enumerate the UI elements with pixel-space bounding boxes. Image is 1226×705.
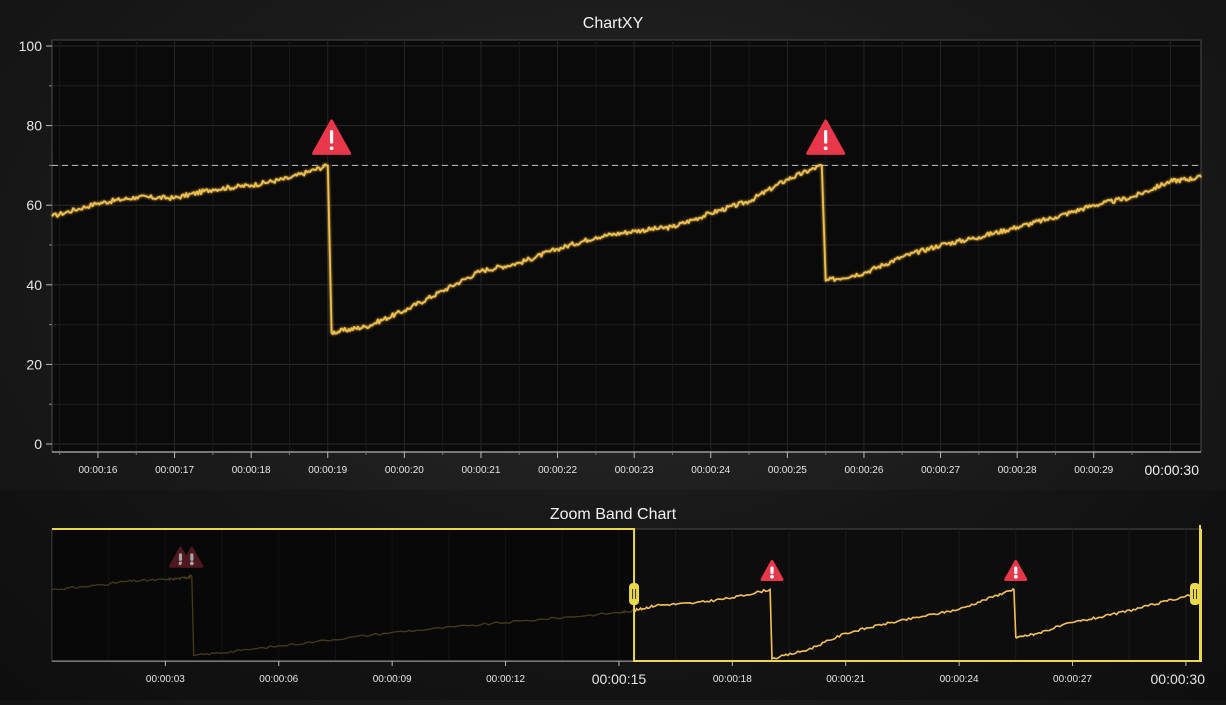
- y-tick-label: 40: [26, 277, 42, 293]
- y-tick-label: 20: [26, 356, 42, 372]
- main-grid: [52, 40, 1201, 452]
- main-alerts: [312, 119, 846, 155]
- x-tick-label: 00:00:17: [155, 465, 194, 476]
- y-tick-label: 60: [26, 197, 42, 213]
- x-tick-label: 00:00:21: [461, 465, 500, 476]
- zoom-x-tick-label: 00:00:09: [373, 674, 412, 685]
- main-y-axis: 0 20 40 60 80 100: [19, 38, 52, 452]
- zoom-x-tick-label: 00:00:18: [713, 674, 752, 685]
- zoom-series-line: [634, 587, 1201, 661]
- zoom-x-tick-label: 00:00:03: [146, 674, 185, 685]
- zoom-handle-left[interactable]: [629, 583, 640, 605]
- x-tick-label: 00:00:16: [78, 465, 117, 476]
- zoom-handle-right[interactable]: [1190, 583, 1200, 605]
- zoom-x-tick-label: 00:00:12: [486, 674, 525, 685]
- zoom-alerts: [169, 546, 1028, 581]
- zoom-x-tick-label: 00:00:15: [592, 671, 647, 687]
- x-tick-label: 00:00:27: [921, 465, 960, 476]
- zoom-chart-title: Zoom Band Chart: [550, 506, 677, 523]
- zoom-x-tick-label: 00:00:24: [940, 674, 979, 685]
- y-tick-label: 0: [34, 436, 42, 452]
- main-series: [51, 163, 1202, 336]
- zoom-series: [51, 573, 1202, 661]
- x-tick-label: 00:00:28: [998, 465, 1037, 476]
- main-chart-title: ChartXY: [583, 15, 644, 32]
- zoom-x-tick-label: 00:00:06: [259, 674, 298, 685]
- zoom-x-tick-label: 00:00:21: [826, 674, 865, 685]
- zoom-band-chart: Zoom Band Chart 00:00:03 00:00:06 00:00:09…: [0, 490, 1226, 700]
- zoom-x-tick-label: 00:00:27: [1053, 674, 1092, 685]
- x-tick-label: 00:00:19: [308, 465, 347, 476]
- x-tick-label: 00:00:20: [385, 465, 424, 476]
- x-tick-label: 00:00:25: [768, 465, 807, 476]
- alert-icon: [806, 119, 846, 155]
- x-tick-label: 00:00:29: [1074, 465, 1113, 476]
- x-tick-label: 00:00:26: [844, 465, 883, 476]
- alert-icon-dim: [180, 546, 204, 568]
- zoom-x-tick-label: 00:00:30: [1151, 671, 1206, 687]
- zoom-selection[interactable]: [52, 525, 1202, 662]
- main-x-axis: 00:00:16 00:00:17 00:00:18 00:00:19 00:00:20…: [52, 451, 1201, 478]
- x-tick-label: 00:00:24: [691, 465, 730, 476]
- alert-icon: [312, 119, 352, 155]
- alert-icon: [760, 560, 784, 581]
- y-tick-label: 100: [19, 38, 43, 54]
- x-tick-label: 00:00:23: [615, 465, 654, 476]
- main-plot-area: [51, 39, 1202, 453]
- alert-icon: [1004, 560, 1028, 581]
- series-line: [51, 163, 1202, 336]
- y-tick-label: 80: [26, 118, 42, 134]
- zoom-grid: [108, 529, 1187, 661]
- x-edge-label: 00:00:30: [1145, 462, 1200, 478]
- x-tick-label: 00:00:22: [538, 465, 577, 476]
- x-tick-label: 00:00:18: [232, 465, 271, 476]
- zoom-unselected-shade: [52, 529, 635, 661]
- zoom-plot-area: [51, 528, 1202, 662]
